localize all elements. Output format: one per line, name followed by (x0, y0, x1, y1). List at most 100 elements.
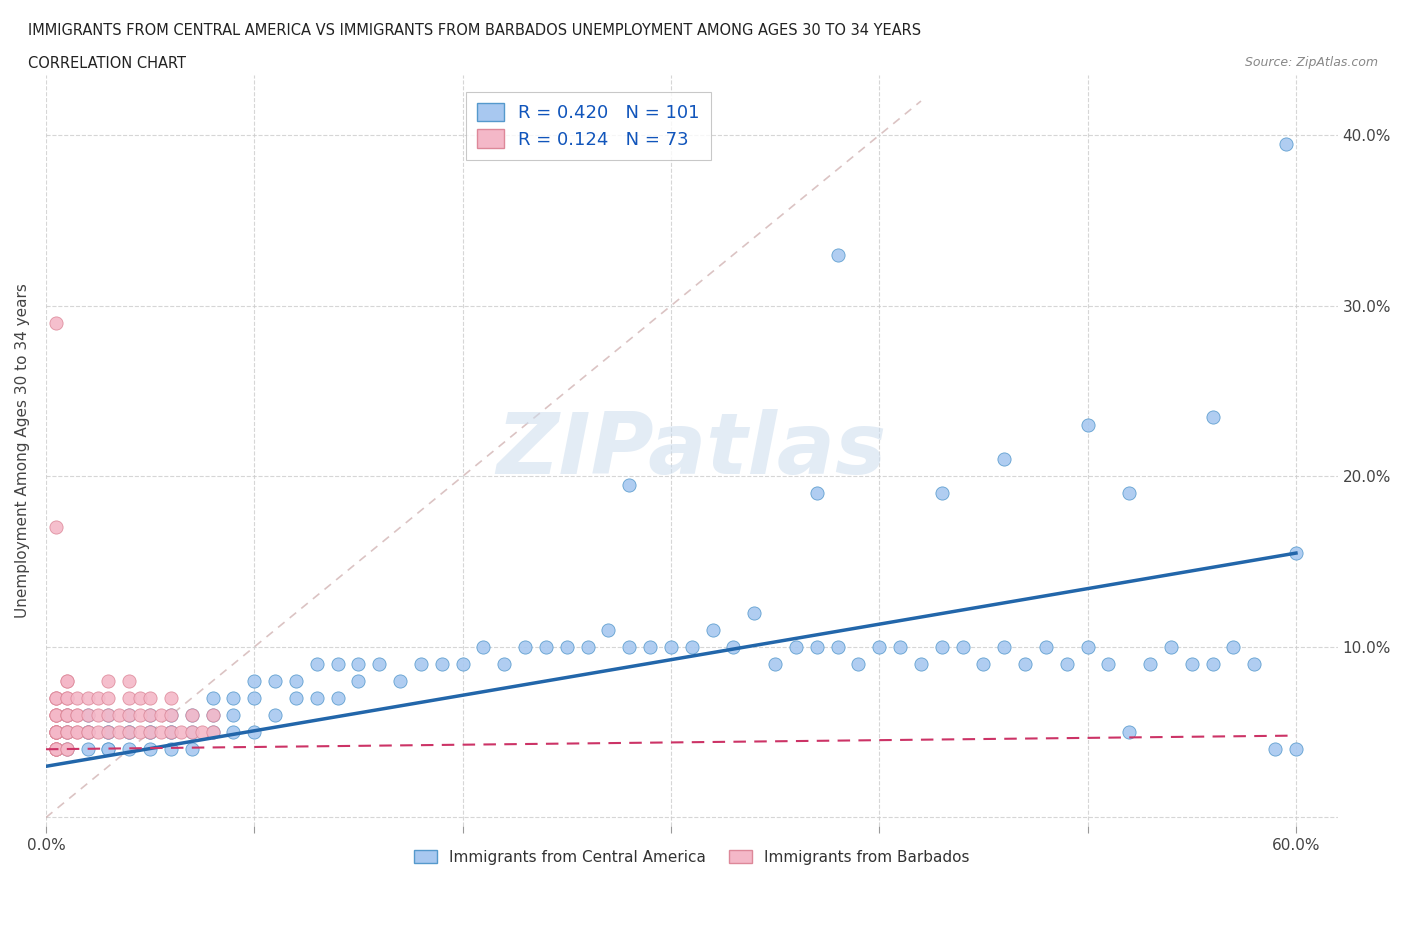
Text: Source: ZipAtlas.com: Source: ZipAtlas.com (1244, 56, 1378, 69)
Point (56, 724, 79, 739)
Point (222, 691, 245, 706)
Point (222, 724, 245, 739)
Point (76, 724, 98, 739)
Point (494, 657, 516, 671)
Point (180, 724, 202, 739)
Point (45, 742, 67, 757)
Point (87, 691, 110, 706)
Point (118, 708, 141, 723)
Point (170, 724, 193, 739)
Point (87, 708, 110, 723)
Point (139, 742, 162, 757)
Point (1222, 640, 1244, 655)
Point (56, 691, 79, 706)
Point (285, 691, 308, 706)
Point (45, 724, 67, 739)
Point (45, 742, 67, 757)
Point (149, 724, 172, 739)
Point (56, 673, 79, 688)
Point (97, 691, 120, 706)
Point (1118, 724, 1140, 739)
Point (139, 724, 162, 739)
Point (56, 708, 79, 723)
Point (576, 640, 599, 655)
Point (76, 708, 98, 723)
Point (56, 691, 79, 706)
Point (118, 724, 141, 739)
Point (66, 724, 89, 739)
Point (180, 742, 202, 757)
Point (848, 657, 870, 671)
Point (619, 477, 641, 492)
Point (118, 691, 141, 706)
Point (952, 640, 974, 655)
Point (972, 657, 994, 671)
Point (56, 742, 79, 757)
Point (347, 657, 370, 671)
Point (1264, 742, 1286, 757)
Point (97, 742, 120, 757)
Point (1243, 657, 1265, 671)
Point (222, 708, 245, 723)
Point (66, 708, 89, 723)
Point (149, 708, 172, 723)
Point (702, 622, 724, 637)
Point (1077, 640, 1099, 655)
Point (326, 657, 349, 671)
Point (534, 640, 557, 655)
Point (1118, 486, 1140, 501)
Point (180, 708, 202, 723)
Point (264, 708, 287, 723)
Point (118, 673, 141, 688)
Point (118, 724, 141, 739)
Point (118, 708, 141, 723)
Point (1160, 640, 1182, 655)
Point (1201, 657, 1223, 671)
Point (56, 708, 79, 723)
Point (76, 742, 98, 757)
Point (45, 708, 67, 723)
Point (598, 622, 620, 637)
Point (409, 657, 432, 671)
Point (45, 708, 67, 723)
Point (160, 742, 183, 757)
Point (76, 691, 98, 706)
Point (66, 724, 89, 739)
Point (45, 742, 67, 757)
Point (785, 640, 807, 655)
Point (66, 708, 89, 723)
Point (430, 657, 453, 671)
Point (139, 708, 162, 723)
Point (827, 247, 849, 262)
Point (45, 742, 67, 757)
Point (45, 742, 67, 757)
Text: ZIPatlas: ZIPatlas (496, 409, 887, 492)
Point (160, 691, 183, 706)
Point (993, 452, 1015, 467)
Point (45, 724, 67, 739)
Point (118, 724, 141, 739)
Point (160, 724, 183, 739)
Point (347, 673, 370, 688)
Point (305, 657, 328, 671)
Point (723, 640, 745, 655)
Point (1097, 657, 1119, 671)
Point (108, 724, 131, 739)
Point (1274, 136, 1296, 151)
Point (201, 691, 224, 706)
Point (681, 640, 703, 655)
Point (243, 691, 266, 706)
Point (1285, 742, 1308, 757)
Point (1056, 657, 1078, 671)
Point (931, 486, 953, 501)
Point (56, 724, 79, 739)
Point (1181, 657, 1204, 671)
Point (56, 724, 79, 739)
Point (76, 724, 98, 739)
Point (128, 724, 150, 739)
Point (264, 673, 287, 688)
Point (139, 708, 162, 723)
Point (139, 724, 162, 739)
Point (45, 724, 67, 739)
Point (305, 691, 328, 706)
